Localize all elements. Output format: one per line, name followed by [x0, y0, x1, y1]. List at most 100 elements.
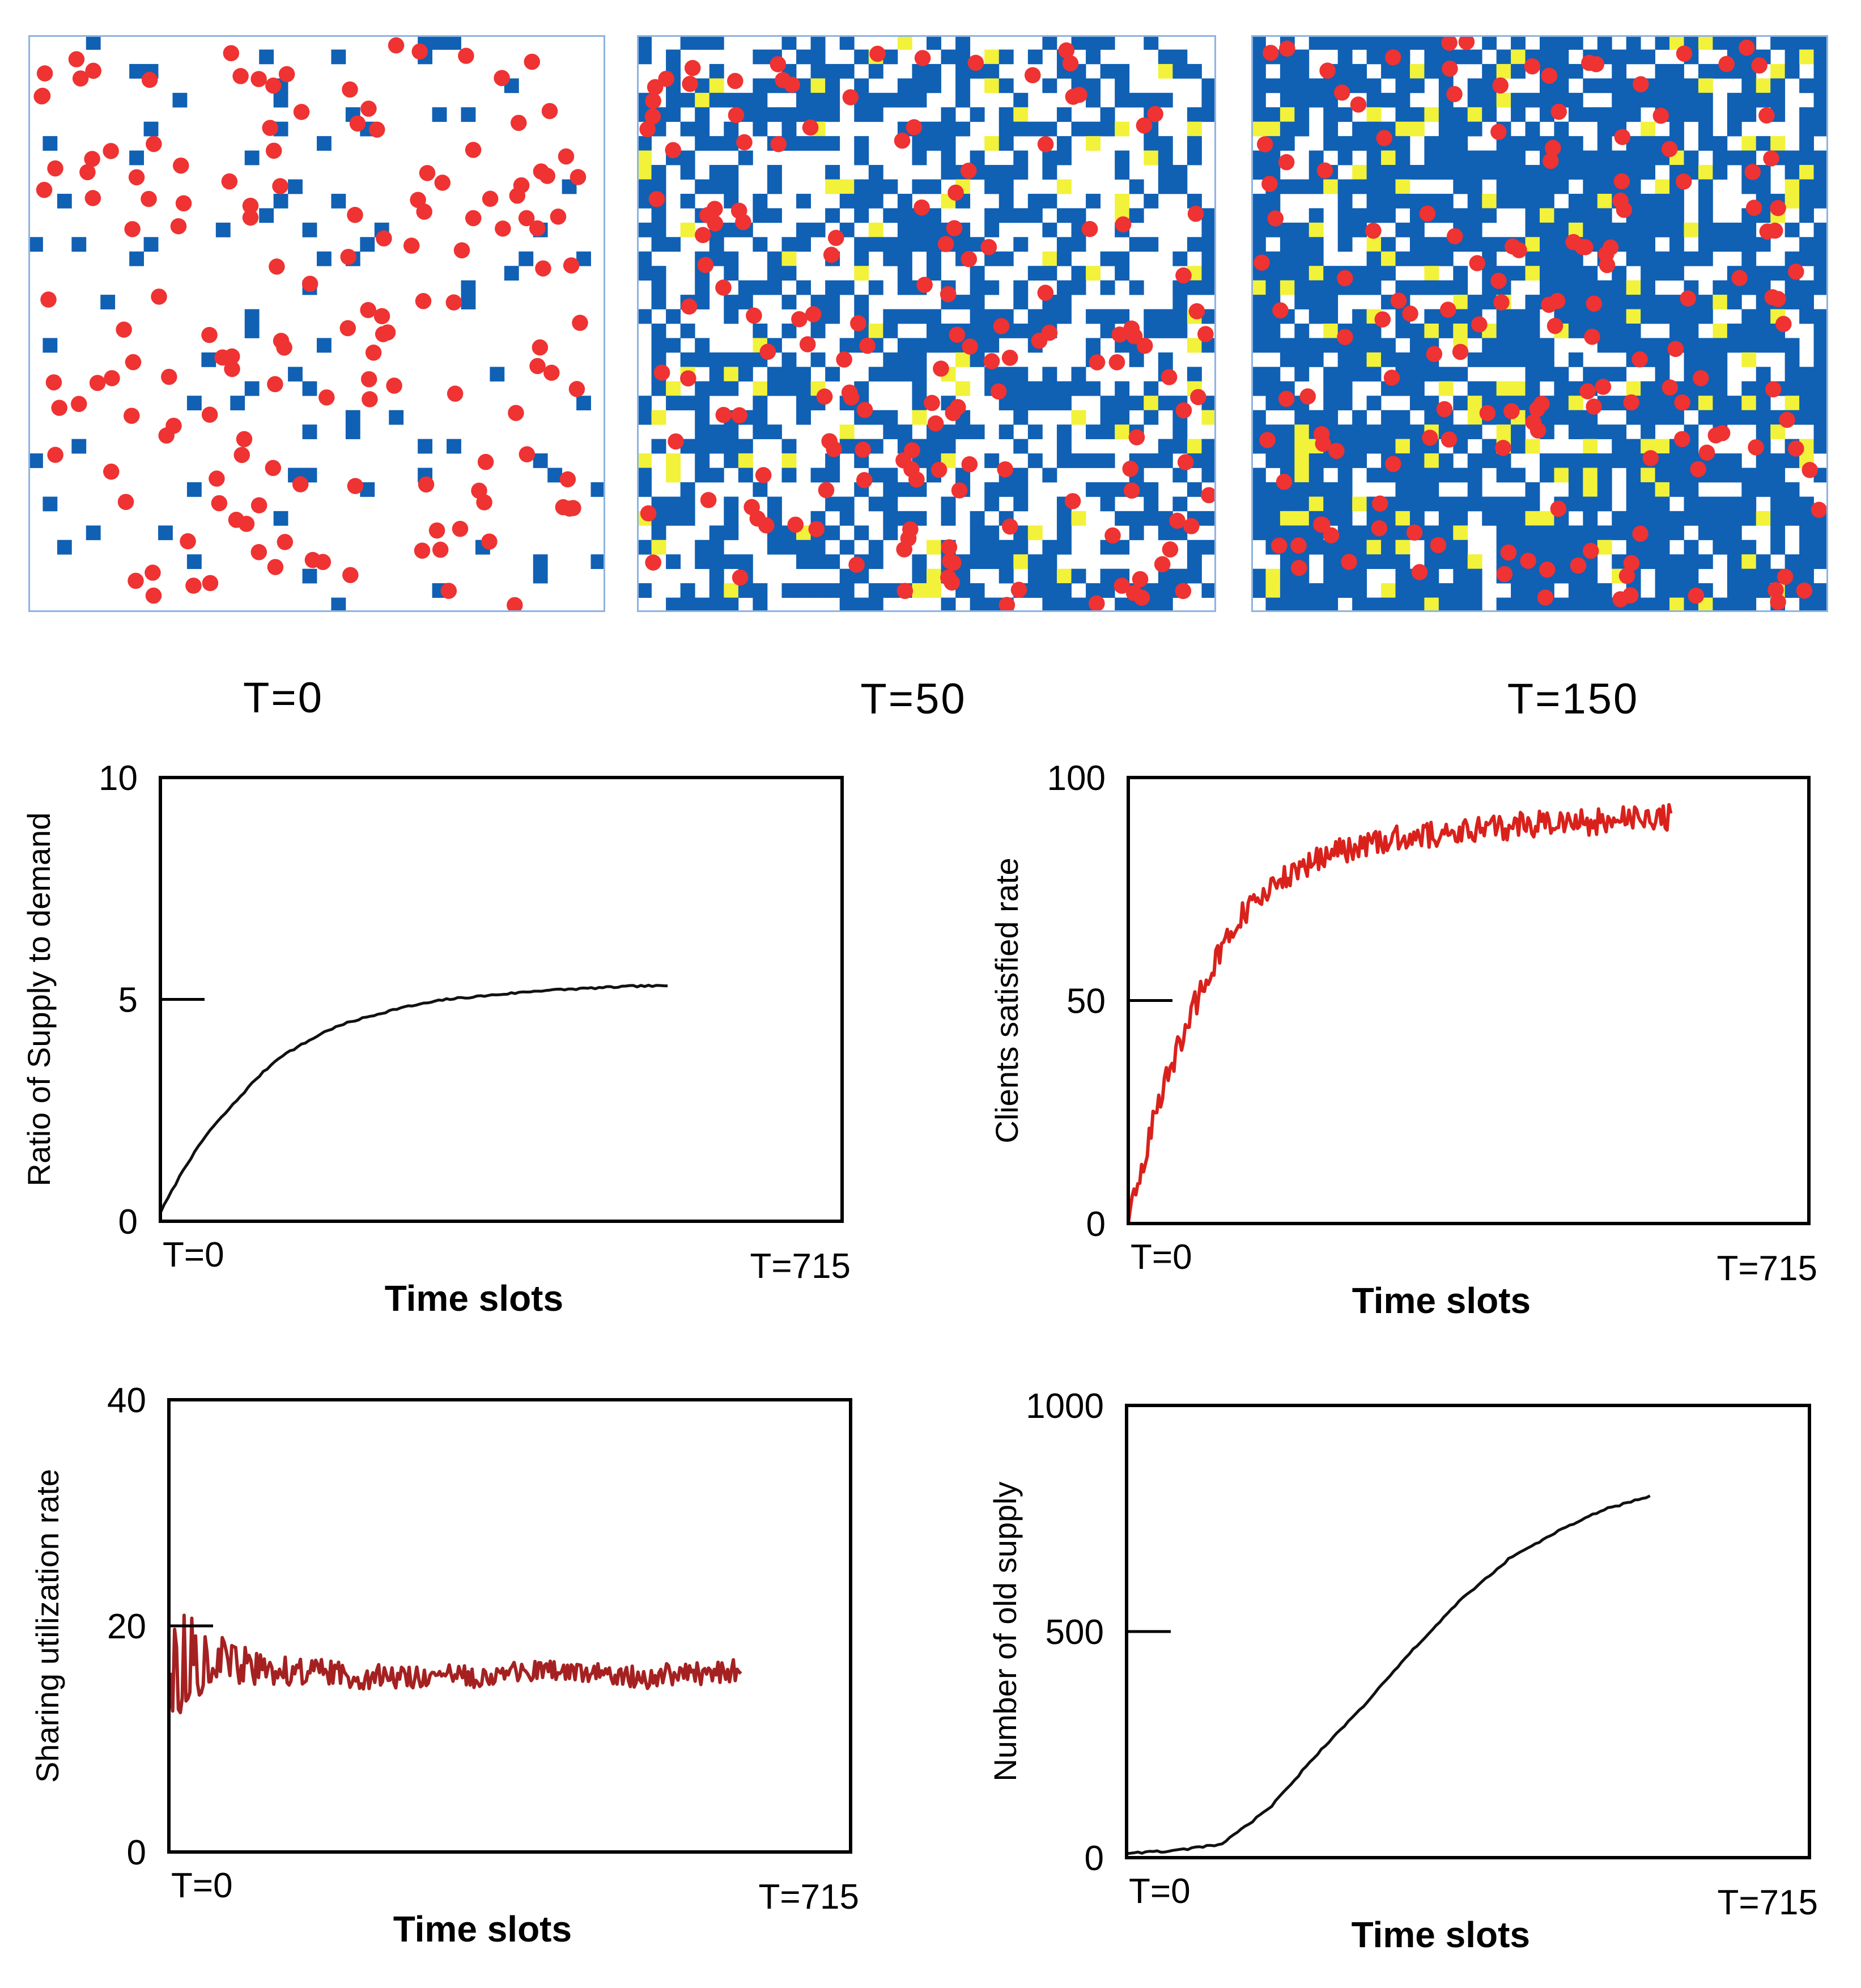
supply-cell — [1352, 266, 1367, 281]
supply-cell — [1381, 540, 1396, 555]
supply-cell — [680, 324, 695, 338]
supply-cell — [724, 525, 739, 541]
agent-dot — [700, 492, 717, 508]
supply-cell — [1727, 107, 1742, 122]
supply-cell — [999, 367, 1014, 382]
supply-cell — [1144, 35, 1159, 50]
agent-dot — [1458, 35, 1475, 50]
supply-cell — [1308, 352, 1324, 367]
marked-cell — [724, 367, 739, 382]
agent-dot — [842, 89, 859, 105]
supply-cell — [1770, 266, 1786, 281]
supply-cell — [1042, 367, 1057, 382]
supply-cell — [1568, 324, 1583, 338]
supply-cell — [724, 597, 739, 612]
supply-cell — [753, 424, 768, 440]
supply-cell — [868, 540, 883, 555]
agent-dot — [34, 87, 51, 104]
supply-cell — [1013, 410, 1029, 425]
supply-cell — [302, 568, 317, 584]
agent-dot — [1613, 173, 1630, 190]
supply-cell — [1698, 251, 1713, 266]
supply-cell — [1395, 482, 1410, 497]
y-tick-label: 1000 — [1026, 1387, 1104, 1426]
supply-cell — [1027, 309, 1043, 324]
supply-cell — [1453, 121, 1468, 137]
supply-cell — [1655, 193, 1670, 209]
supply-cell — [1597, 424, 1612, 440]
supply-cell — [810, 468, 826, 483]
supply-cell — [1741, 568, 1757, 584]
supply-cell — [1684, 568, 1699, 584]
supply-cell — [1799, 367, 1814, 382]
supply-cell — [1172, 568, 1188, 584]
supply-cell — [1741, 338, 1757, 353]
supply-cell — [955, 35, 971, 50]
agent-dot — [477, 453, 494, 470]
supply-cell — [1626, 107, 1641, 122]
supply-cell — [1741, 540, 1757, 555]
supply-cell — [230, 396, 245, 411]
supply-cell — [1655, 396, 1670, 411]
supply-cell — [1482, 439, 1497, 454]
grid-snapshot-svg — [1251, 35, 1828, 612]
supply-cell — [1669, 482, 1684, 497]
supply-cell — [1056, 597, 1072, 612]
supply-cell — [984, 165, 1000, 180]
supply-cell — [1129, 92, 1144, 108]
supply-cell — [883, 251, 898, 266]
supply-cell — [1323, 410, 1339, 425]
supply-cell — [1395, 165, 1410, 180]
supply-cell — [1467, 496, 1482, 512]
agent-dot — [1788, 440, 1804, 457]
supply-cell — [1027, 568, 1043, 584]
agent-dot — [648, 191, 665, 207]
agent-dot — [1770, 199, 1786, 216]
agent-dot — [360, 371, 377, 388]
supply-cell — [1013, 280, 1029, 295]
agent-dot — [1133, 589, 1150, 606]
marked-cell — [1381, 251, 1396, 266]
marked-cell — [1655, 179, 1670, 194]
supply-cell — [1641, 396, 1656, 411]
supply-cell — [1381, 35, 1396, 50]
supply-cell — [695, 179, 710, 194]
supply-cell — [1056, 251, 1072, 266]
supply-cell — [839, 338, 855, 353]
supply-cell — [1525, 525, 1540, 541]
supply-cell — [1655, 266, 1670, 281]
supply-cell — [999, 165, 1014, 180]
supply-cell — [1071, 237, 1086, 252]
supply-cell — [839, 280, 855, 295]
supply-cell — [1294, 482, 1310, 497]
agent-dot — [158, 427, 175, 444]
supply-cell — [1799, 193, 1814, 209]
supply-cell — [1115, 309, 1130, 324]
supply-cell — [1158, 525, 1173, 541]
supply-cell — [1655, 525, 1670, 541]
agent-dot — [1062, 55, 1079, 72]
supply-cell — [854, 208, 869, 223]
supply-cell — [1308, 338, 1324, 353]
supply-cell — [1172, 309, 1188, 324]
supply-cell — [810, 352, 826, 367]
supply-cell — [1770, 338, 1786, 353]
agent-dot — [1188, 303, 1205, 320]
supply-cell — [1265, 324, 1281, 338]
supply-cell — [1655, 540, 1670, 555]
supply-cell — [1409, 453, 1425, 468]
supply-cell — [1308, 35, 1324, 50]
supply-cell — [1409, 193, 1425, 209]
supply-cell — [1568, 424, 1583, 440]
agent-dot — [1177, 454, 1194, 470]
agent-dot — [1183, 518, 1200, 534]
supply-cell — [941, 150, 956, 165]
supply-cell — [1100, 410, 1115, 425]
agent-dot — [1371, 520, 1388, 537]
supply-cell — [1453, 49, 1468, 65]
supply-cell — [1756, 338, 1771, 353]
supply-cell — [1352, 525, 1367, 541]
supply-cell — [1641, 208, 1656, 223]
agent-dot — [743, 499, 760, 516]
supply-cell — [1756, 136, 1771, 151]
